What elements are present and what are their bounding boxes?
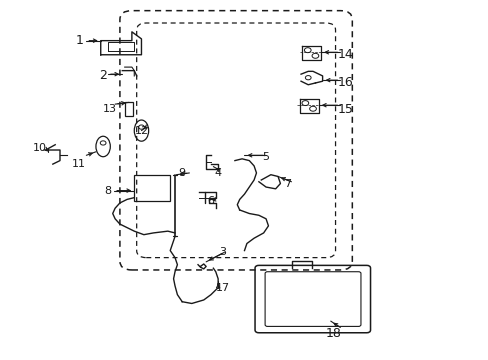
Bar <box>134 175 170 201</box>
Text: 5: 5 <box>262 152 269 162</box>
Text: 14: 14 <box>337 48 352 61</box>
Text: 2: 2 <box>99 69 107 82</box>
Text: 8: 8 <box>104 186 111 195</box>
Text: 3: 3 <box>219 247 226 257</box>
Text: 13: 13 <box>103 104 117 114</box>
Text: 10: 10 <box>33 143 47 153</box>
Text: 6: 6 <box>207 196 214 206</box>
Text: 12: 12 <box>134 126 148 136</box>
Text: 16: 16 <box>337 76 352 90</box>
Text: 17: 17 <box>215 283 229 293</box>
Text: 18: 18 <box>325 327 341 340</box>
Text: 9: 9 <box>178 168 185 178</box>
Bar <box>124 102 133 117</box>
Text: 4: 4 <box>214 168 221 178</box>
Text: 15: 15 <box>337 103 352 116</box>
Text: 1: 1 <box>75 34 83 47</box>
Text: 7: 7 <box>284 179 290 189</box>
Text: 11: 11 <box>72 159 86 169</box>
